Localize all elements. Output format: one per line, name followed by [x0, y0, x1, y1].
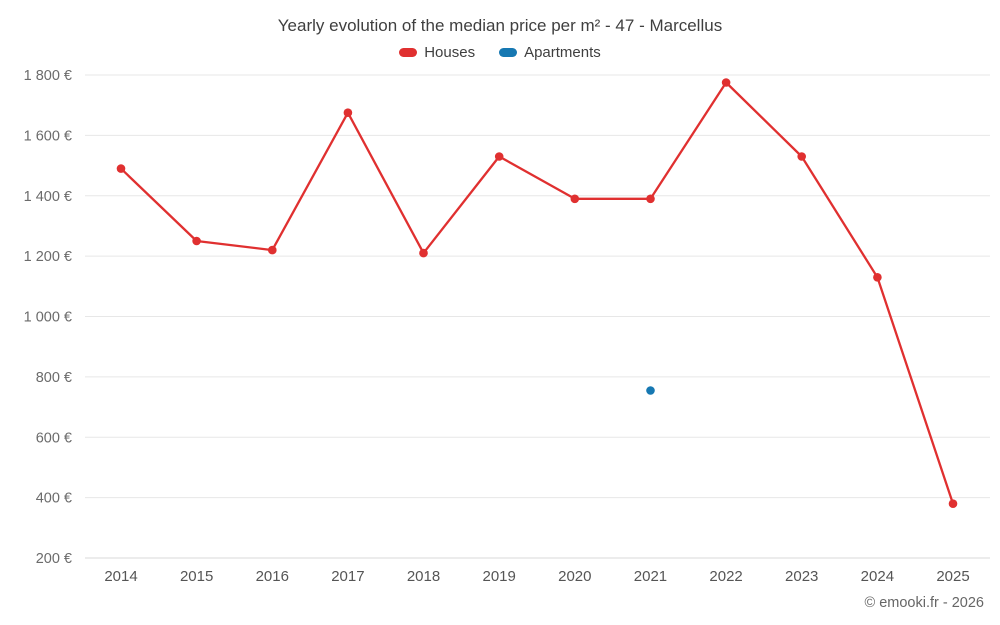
houses-line — [119, 81, 955, 505]
y-tick-label: 200 € — [36, 551, 72, 567]
series-houses — [116, 78, 958, 509]
gridlines — [85, 74, 990, 559]
y-tick-label: 1 600 € — [24, 128, 72, 144]
legend-item-houses[interactable]: Houses — [399, 44, 475, 61]
chart-legend: Houses Apartments — [0, 44, 1000, 61]
houses-point — [268, 245, 277, 255]
series-apartments — [646, 386, 655, 395]
houses-swatch-icon — [399, 48, 418, 57]
x-tick-label: 2019 — [482, 568, 515, 585]
legend-item-apartments[interactable]: Apartments — [499, 44, 601, 61]
x-tick-label: 2014 — [104, 568, 137, 585]
houses-point — [419, 248, 428, 258]
chart-title: Yearly evolution of the median price per… — [277, 16, 723, 35]
y-tick-label: 1 000 € — [24, 310, 72, 326]
y-tick-label: 600 € — [36, 430, 72, 446]
houses-point — [116, 164, 126, 173]
houses-point — [570, 194, 580, 204]
x-tick-label: 2016 — [256, 568, 289, 585]
x-tick-label: 2024 — [861, 568, 894, 585]
houses-point — [192, 236, 201, 246]
y-tick-label: 400 € — [36, 491, 72, 507]
x-axis-labels: 2014 2015 2016 2017 2018 2019 2020 2021 2022 2023… — [104, 568, 969, 585]
houses-point — [948, 499, 958, 509]
y-axis-labels: 200 € 400 € 600 € 800 € 1 000 € 1 200 € 1 400 … — [24, 68, 72, 567]
copyright: © emooki.fr - 2026 — [864, 595, 984, 611]
x-tick-label: 2023 — [785, 568, 818, 585]
houses-point — [646, 194, 655, 204]
x-tick-label: 2022 — [709, 568, 742, 585]
x-tick-label: 2015 — [180, 568, 213, 585]
apartments-point — [646, 386, 655, 395]
apartments-swatch-icon — [499, 48, 518, 57]
houses-point — [797, 152, 806, 161]
y-tick-label: 1 200 € — [24, 249, 72, 265]
x-tick-label: 2025 — [936, 568, 969, 585]
x-tick-label: 2021 — [634, 568, 667, 585]
x-tick-label: 2020 — [558, 568, 591, 585]
houses-point — [721, 78, 731, 87]
y-tick-label: 1 400 € — [24, 189, 72, 205]
y-tick-label: 800 € — [36, 370, 72, 386]
houses-point — [873, 273, 882, 282]
y-tick-label: 1 800 € — [24, 68, 72, 84]
x-tick-label: 2017 — [331, 568, 364, 585]
houses-point — [494, 152, 504, 161]
legend-label-apartments: Apartments — [524, 44, 601, 61]
legend-label-houses: Houses — [424, 44, 476, 61]
x-tick-label: 2018 — [407, 568, 440, 585]
houses-point — [343, 108, 353, 117]
